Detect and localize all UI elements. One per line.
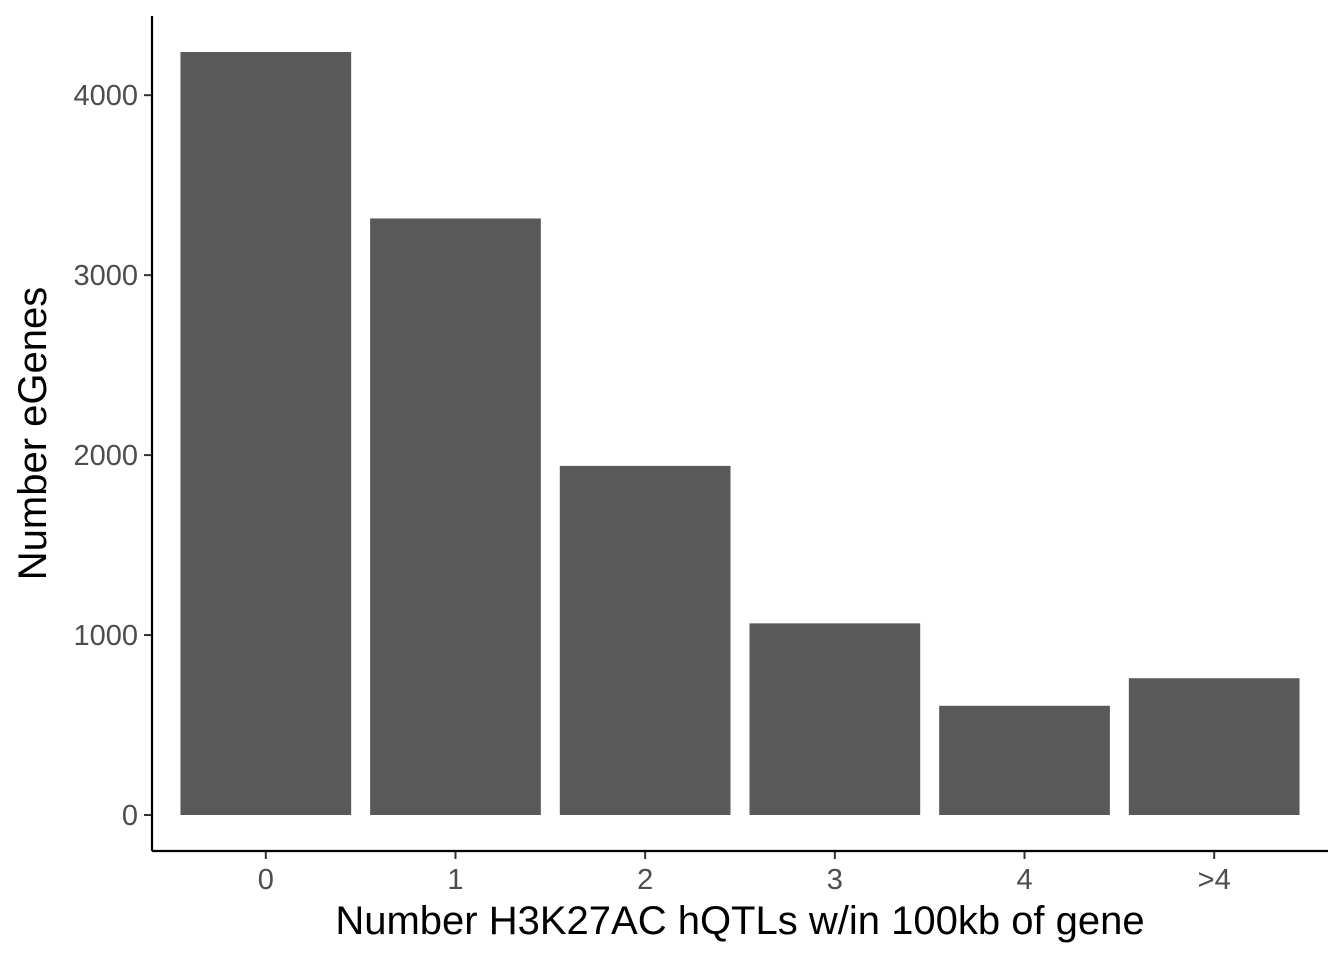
y-tick-label: 1000 (73, 620, 138, 652)
y-axis-title: Number eGenes (11, 287, 55, 580)
bars-layer (180, 51, 1300, 816)
y-tick-label: 3000 (73, 260, 138, 292)
x-axis-title: Number H3K27AC hQTLs w/in 100kb of gene (335, 899, 1144, 943)
x-axis-ticks: 0 1 2 3 4 >4 (258, 851, 1231, 896)
bar-4 (939, 705, 1110, 816)
bar-1 (370, 218, 541, 816)
y-tick-label: 4000 (73, 80, 138, 112)
y-tick-label: 0 (122, 800, 138, 832)
bar-gt4 (1128, 678, 1300, 816)
bar-3 (749, 623, 921, 816)
x-tick-label: 3 (827, 864, 843, 896)
x-tick-label: >4 (1198, 864, 1231, 896)
bar-0 (180, 51, 352, 816)
bar-2 (559, 465, 731, 816)
x-tick-label: 4 (1016, 864, 1032, 896)
y-tick-label: 2000 (73, 440, 138, 472)
y-axis-ticks: 0 1000 2000 3000 4000 (73, 80, 152, 832)
x-tick-label: 2 (637, 864, 653, 896)
x-tick-label: 1 (447, 864, 463, 896)
x-tick-label: 0 (258, 864, 274, 896)
